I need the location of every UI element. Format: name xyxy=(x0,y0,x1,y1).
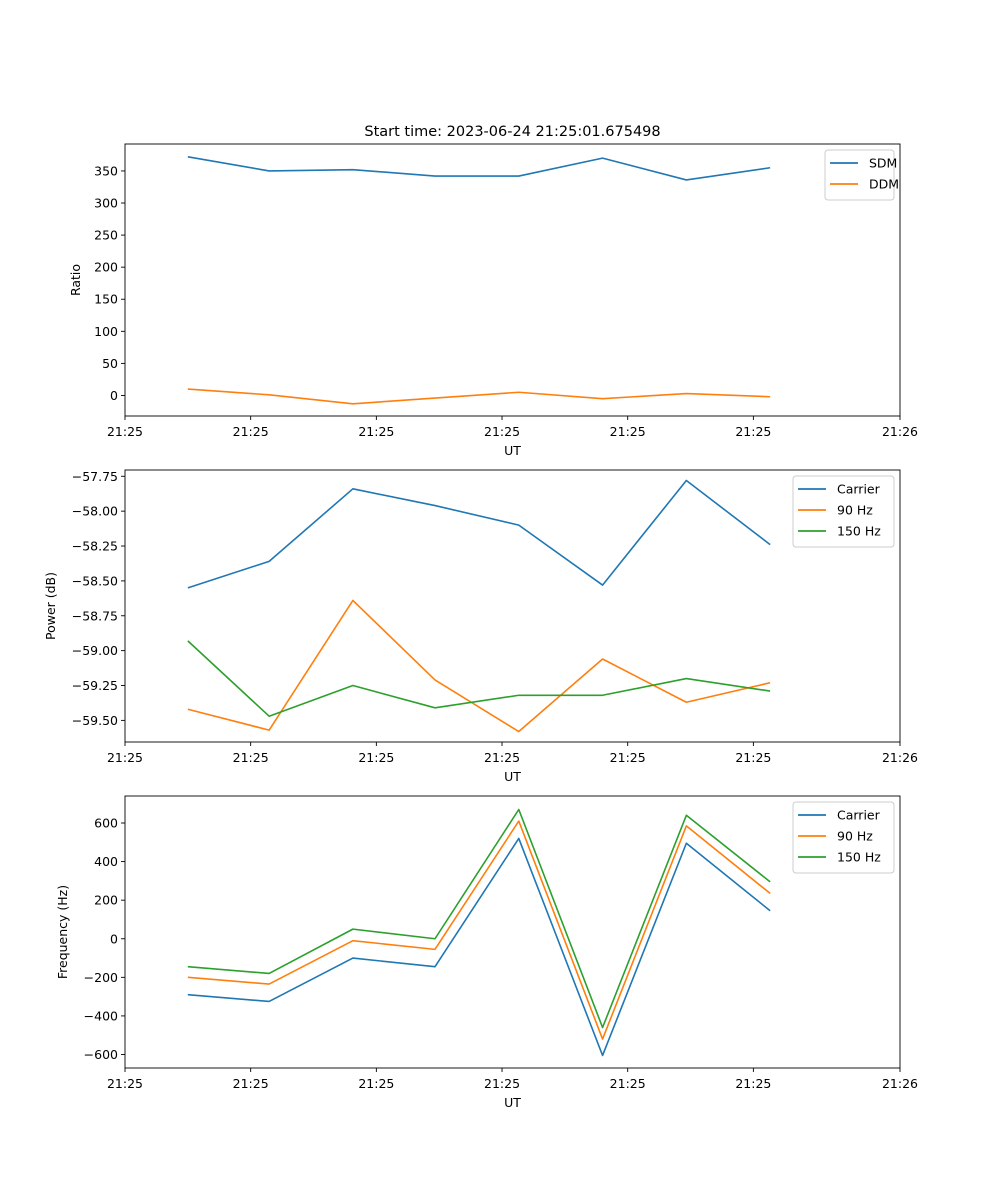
y-axis-label: Power (dB) xyxy=(43,572,58,640)
y-tick-label: −58.00 xyxy=(72,504,118,519)
y-tick-label: −59.25 xyxy=(72,678,118,693)
x-tick-label: 21:25 xyxy=(233,1076,269,1091)
x-axis-label: UT xyxy=(504,443,521,458)
legend-entry: 150 Hz xyxy=(837,850,881,865)
x-tick-label: 21:25 xyxy=(233,424,269,439)
x-tick-label: 21:25 xyxy=(735,1076,771,1091)
legend-entry: 90 Hz xyxy=(837,503,873,518)
series-line-150-hz xyxy=(187,640,771,717)
legend-entry: 90 Hz xyxy=(837,829,873,844)
x-tick-label: 21:25 xyxy=(735,424,771,439)
axes-frame xyxy=(124,143,901,417)
x-tick-label: 21:25 xyxy=(107,424,143,439)
x-tick-label: 21:25 xyxy=(233,750,269,765)
legend-entry: Carrier xyxy=(837,482,881,497)
legend-entry: SDM xyxy=(869,156,897,171)
legend: SDM DDM xyxy=(824,149,899,201)
y-tick-label: 350 xyxy=(94,163,118,178)
legend-box xyxy=(792,801,895,874)
axes-frame xyxy=(124,469,901,743)
chart-panel-1: Start time: 2023-06-24 21:25:01.675498 21… xyxy=(68,124,918,458)
y-tick-label: 0 xyxy=(110,388,118,403)
x-axis-label: UT xyxy=(504,769,521,784)
x-tick-label: 21:25 xyxy=(484,424,520,439)
x-tick-label: 21:25 xyxy=(358,424,394,439)
x-tick-label: 21:25 xyxy=(107,750,143,765)
x-axis-label: UT xyxy=(504,1095,521,1110)
x-tick-label: 21:25 xyxy=(484,750,520,765)
y-tick-label: 600 xyxy=(94,816,118,831)
series-line-sdm xyxy=(187,156,771,181)
y-axis-label: Frequency (Hz) xyxy=(55,885,70,979)
y-tick-label: −58.25 xyxy=(72,539,118,554)
chart-title: Start time: 2023-06-24 21:25:01.675498 xyxy=(364,124,660,140)
y-tick-label: 300 xyxy=(94,196,118,211)
series-line-ddm xyxy=(187,388,771,405)
series-line-carrier xyxy=(187,837,771,1057)
legend-box xyxy=(792,475,895,548)
y-tick-label: 0 xyxy=(110,931,118,946)
x-tick-label: 21:25 xyxy=(610,750,646,765)
y-tick-label: 50 xyxy=(102,356,118,371)
legend-entry: 150 Hz xyxy=(837,524,881,539)
x-tick-label: 21:25 xyxy=(484,1076,520,1091)
y-tick-label: −57.75 xyxy=(72,469,118,484)
y-tick-label: −59.00 xyxy=(72,643,118,658)
series-line-carrier xyxy=(187,479,771,589)
y-axis-label: Ratio xyxy=(68,264,83,296)
chart-panel-2: 21:25 21:25 21:25 21:25 21:25 21:25 21:26 −59.5… xyxy=(43,469,918,784)
x-tick-label: 21:26 xyxy=(882,424,918,439)
legend-entry: DDM xyxy=(869,177,899,192)
y-tick-label: 250 xyxy=(94,228,118,243)
y-tick-label: −59.50 xyxy=(72,713,118,728)
series-line-90-hz xyxy=(187,820,771,1040)
x-tick-label: 21:26 xyxy=(882,750,918,765)
y-tick-label: 400 xyxy=(94,854,118,869)
y-tick-label: −58.50 xyxy=(72,573,118,588)
x-tick-label: 21:25 xyxy=(107,1076,143,1091)
chart-panels: Start time: 2023-06-24 21:25:01.675498 21… xyxy=(43,124,918,1110)
y-tick-label: −58.75 xyxy=(72,608,118,623)
legend: Carrier 90 Hz 150 Hz xyxy=(792,801,895,874)
series-line-90-hz xyxy=(187,599,771,733)
x-tick-label: 21:25 xyxy=(610,1076,646,1091)
x-tick-label: 21:26 xyxy=(882,1076,918,1091)
legend-entry: Carrier xyxy=(837,808,881,823)
y-tick-label: 200 xyxy=(94,260,118,275)
x-tick-label: 21:25 xyxy=(610,424,646,439)
y-tick-label: −600 xyxy=(84,1047,118,1062)
y-tick-label: 200 xyxy=(94,893,118,908)
y-tick-label: 150 xyxy=(94,292,118,307)
axes-frame xyxy=(124,795,901,1069)
x-tick-label: 21:25 xyxy=(358,1076,394,1091)
y-tick-label: −400 xyxy=(84,1008,118,1023)
series-line-150-hz xyxy=(187,808,771,1029)
chart-panel-3: 21:25 21:25 21:25 21:25 21:25 21:25 21:26 −600 −… xyxy=(55,795,918,1110)
y-tick-label: 100 xyxy=(94,324,118,339)
x-tick-label: 21:25 xyxy=(735,750,771,765)
legend: Carrier 90 Hz 150 Hz xyxy=(792,475,895,548)
x-tick-label: 21:25 xyxy=(358,750,394,765)
y-tick-label: −200 xyxy=(84,970,118,985)
